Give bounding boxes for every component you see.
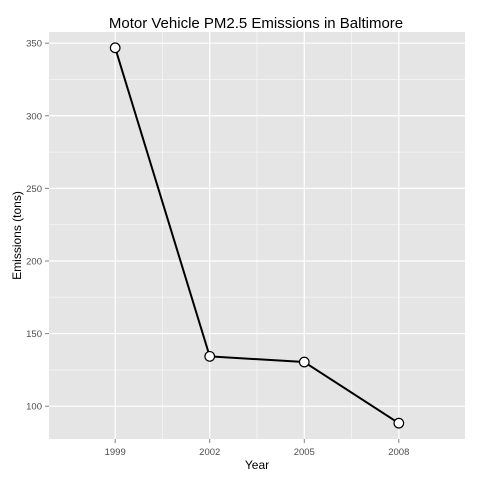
y-axis-ticks: 100 150 200 250 300 350 bbox=[26, 39, 49, 413]
x-axis-ticks: 1999 2002 2005 2008 bbox=[105, 439, 410, 458]
y-tick-label: 200 bbox=[26, 256, 42, 267]
x-axis-label: Year bbox=[245, 458, 269, 472]
chart-title: Motor Vehicle PM2.5 Emissions in Baltimo… bbox=[109, 15, 403, 32]
x-tick-label: 1999 bbox=[105, 447, 126, 458]
data-point bbox=[299, 357, 309, 367]
data-point bbox=[394, 418, 404, 428]
data-point bbox=[110, 43, 120, 53]
x-tick-label: 2005 bbox=[294, 447, 315, 458]
y-axis-label: Emissions (tons) bbox=[10, 191, 24, 280]
y-tick-label: 350 bbox=[26, 39, 42, 50]
data-point bbox=[205, 352, 215, 362]
y-tick-label: 150 bbox=[26, 329, 42, 340]
y-tick-label: 300 bbox=[26, 111, 42, 122]
x-tick-label: 2002 bbox=[199, 447, 220, 458]
y-tick-label: 250 bbox=[26, 184, 42, 195]
x-tick-label: 2008 bbox=[388, 447, 409, 458]
y-tick-label: 100 bbox=[26, 402, 42, 413]
